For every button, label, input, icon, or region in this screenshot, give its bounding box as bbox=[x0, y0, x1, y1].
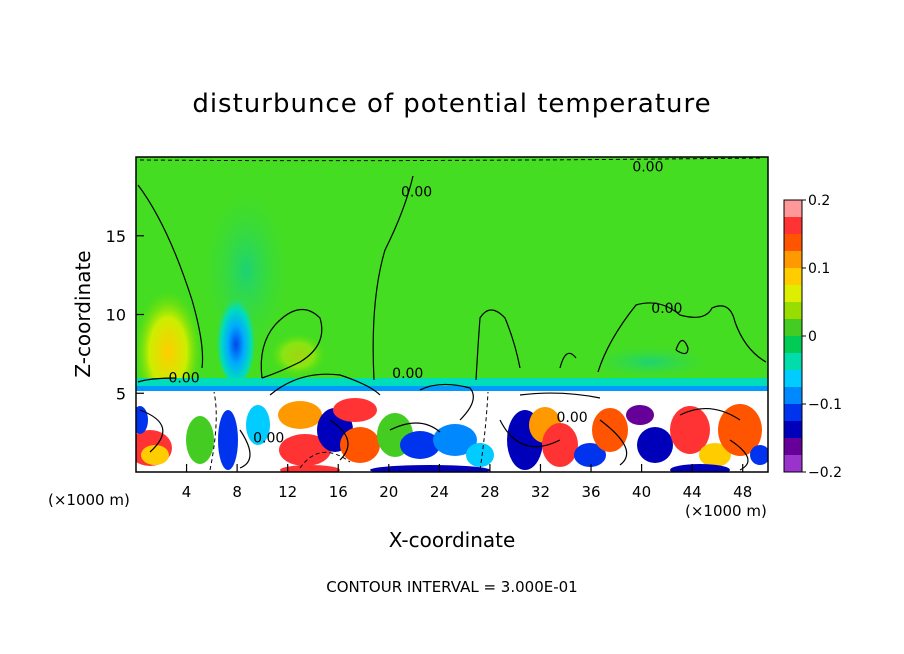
y-axis-label: Z-coordinate bbox=[71, 250, 95, 377]
chart-title: disturbunce of potential temperature bbox=[192, 89, 711, 119]
colorbar-tick-label: −0.2 bbox=[808, 465, 842, 481]
contour-label: 0.00 bbox=[556, 410, 587, 426]
colorbar bbox=[784, 200, 802, 473]
colorbar-segment bbox=[784, 234, 802, 252]
x-tick-label: 28 bbox=[480, 483, 499, 501]
contour-labels: 0.00 0.00 0.00 0.00 0.00 0.00 0.00 bbox=[168, 159, 682, 446]
contour-label: 0.00 bbox=[253, 430, 284, 446]
x-tick-label: 8 bbox=[232, 483, 242, 501]
inversion-band-blue bbox=[136, 386, 768, 391]
x-axis-ticks: 4 8 12 16 20 24 28 32 36 40 44 48 bbox=[182, 464, 752, 501]
contour-label: 0.00 bbox=[401, 185, 432, 201]
colorbar-segment bbox=[784, 404, 802, 422]
colorbar-segment bbox=[784, 336, 802, 354]
colorbar-tick-label: 0.1 bbox=[808, 261, 830, 277]
x-tick-label: 36 bbox=[581, 483, 600, 501]
x-tick-label: 44 bbox=[683, 483, 702, 501]
colorbar-segment bbox=[784, 455, 802, 473]
colorbar-segment bbox=[784, 421, 802, 439]
contour-label: 0.00 bbox=[168, 371, 199, 387]
colorbar-segment bbox=[784, 302, 802, 320]
cool-patch-right bbox=[590, 346, 710, 378]
colorbar-tick-label: 0 bbox=[808, 329, 817, 345]
contour-label: 0.00 bbox=[392, 366, 423, 382]
colorbar-segment bbox=[784, 438, 802, 456]
colorbar-segment bbox=[784, 217, 802, 235]
x-tick-label: 4 bbox=[182, 483, 192, 501]
colorbar-segment bbox=[784, 353, 802, 371]
colorbar-segment bbox=[784, 285, 802, 303]
x-tick-label: 16 bbox=[329, 483, 348, 501]
colorbar-segment bbox=[784, 387, 802, 405]
colorbar-segment bbox=[784, 319, 802, 337]
x-tick-label: 32 bbox=[531, 483, 550, 501]
inversion-band-cyan bbox=[136, 378, 768, 387]
colorbar-segment bbox=[784, 251, 802, 269]
colorbar-segment bbox=[784, 200, 802, 218]
plot-field bbox=[136, 157, 768, 472]
x-tick-label: 12 bbox=[278, 483, 297, 501]
contour-lines bbox=[137, 175, 767, 471]
contour-label: 0.00 bbox=[632, 159, 663, 175]
contour-interval-note: CONTOUR INTERVAL = 3.000E-01 bbox=[326, 578, 577, 596]
x-tick-label: 20 bbox=[379, 483, 398, 501]
y-axis-ticks: 5 10 15 bbox=[106, 227, 144, 403]
colorbar-segment bbox=[784, 268, 802, 286]
negative-contours bbox=[139, 157, 761, 471]
y-tick-label: 10 bbox=[106, 306, 126, 325]
colorbar-segment bbox=[784, 370, 802, 388]
y-tick-label: 5 bbox=[116, 384, 126, 403]
x-unit-right: (×1000 m) bbox=[685, 502, 767, 520]
colorbar-tick-label: 0.2 bbox=[808, 193, 830, 209]
x-tick-label: 48 bbox=[733, 483, 752, 501]
x-tick-label: 24 bbox=[430, 483, 449, 501]
warm-anomaly-mid bbox=[270, 333, 326, 377]
x-unit-left: (×1000 m) bbox=[48, 491, 130, 509]
x-tick-label: 40 bbox=[632, 483, 651, 501]
contour-label: 0.00 bbox=[651, 301, 682, 317]
colorbar-tick-label: −0.1 bbox=[808, 397, 842, 413]
turbulent-layer bbox=[136, 398, 768, 472]
y-tick-label: 15 bbox=[106, 227, 126, 246]
colorbar-ticks: 0.2 0.1 0 −0.1 −0.2 bbox=[802, 193, 842, 481]
x-axis-label: X-coordinate bbox=[389, 528, 516, 552]
cool-plume-core bbox=[216, 287, 256, 383]
